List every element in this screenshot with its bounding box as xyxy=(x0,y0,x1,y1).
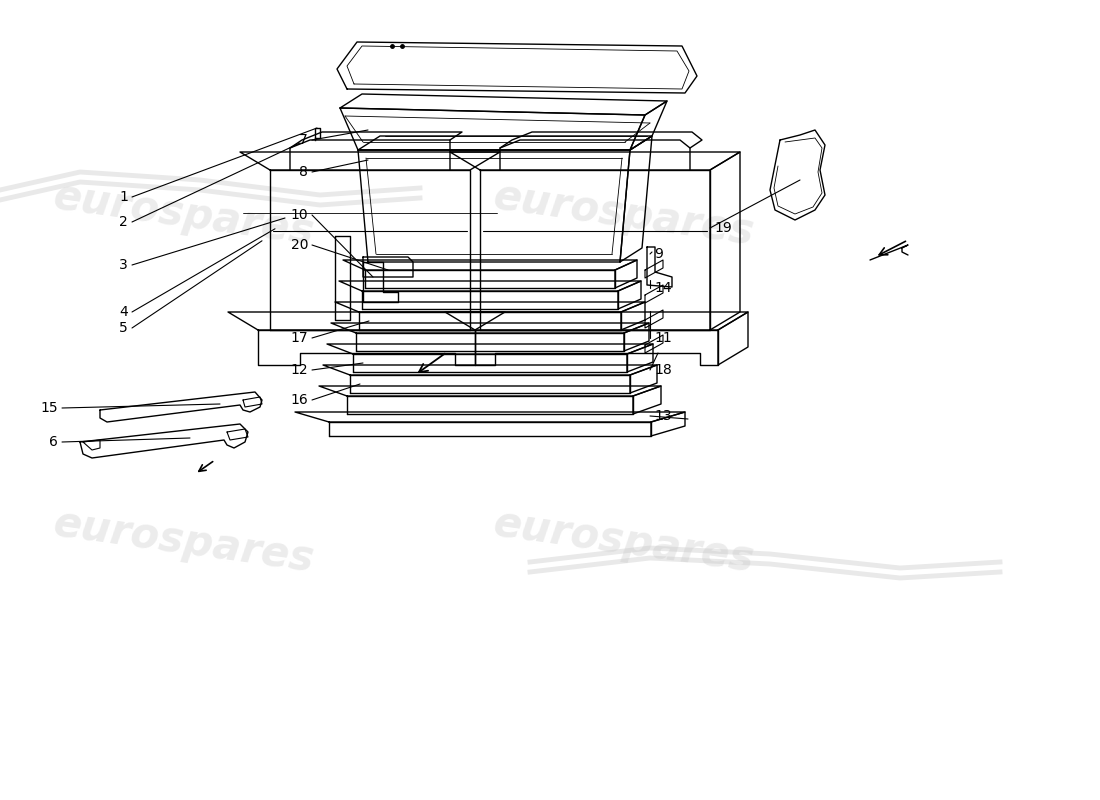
Text: 10: 10 xyxy=(290,208,308,222)
Text: 9: 9 xyxy=(654,247,663,261)
Text: 11: 11 xyxy=(654,331,672,345)
Text: 13: 13 xyxy=(654,409,672,423)
Text: 17: 17 xyxy=(290,331,308,345)
Text: 16: 16 xyxy=(290,393,308,407)
Text: 18: 18 xyxy=(654,363,672,377)
Text: 5: 5 xyxy=(119,321,128,335)
Text: 20: 20 xyxy=(290,238,308,252)
Text: eurospares: eurospares xyxy=(490,176,757,254)
Text: 8: 8 xyxy=(299,165,308,179)
Text: eurospares: eurospares xyxy=(50,176,317,254)
Text: 1: 1 xyxy=(119,190,128,204)
Text: 15: 15 xyxy=(41,401,58,415)
Text: eurospares: eurospares xyxy=(490,502,757,581)
Text: 7: 7 xyxy=(299,133,308,147)
Text: 3: 3 xyxy=(119,258,128,272)
Text: eurospares: eurospares xyxy=(50,502,317,581)
Text: 14: 14 xyxy=(654,281,672,295)
Text: 4: 4 xyxy=(119,305,128,319)
Text: 6: 6 xyxy=(50,435,58,449)
Text: 19: 19 xyxy=(714,221,732,235)
Text: 12: 12 xyxy=(290,363,308,377)
Text: 2: 2 xyxy=(119,215,128,229)
